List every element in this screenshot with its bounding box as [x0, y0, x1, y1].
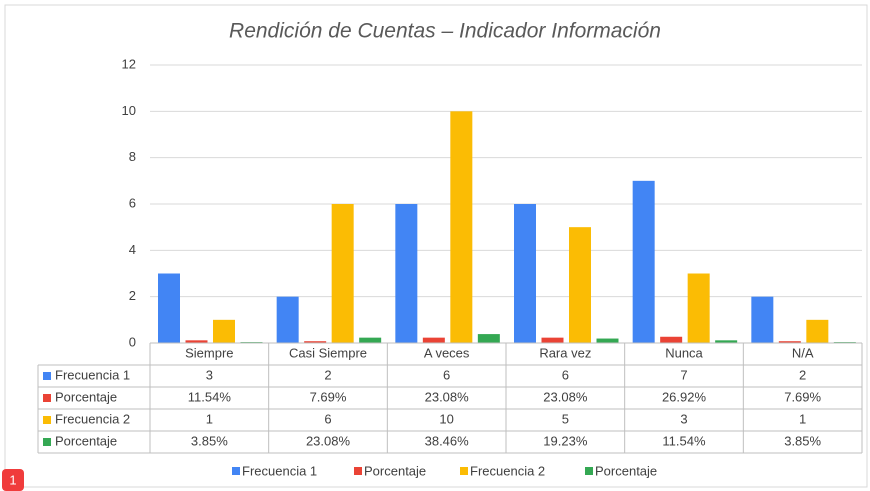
bar: [331, 204, 354, 343]
table-cell: 2: [324, 367, 331, 382]
table-cell: 19.23%: [543, 433, 588, 448]
bar: [715, 340, 738, 343]
table-cell: 3: [680, 411, 687, 426]
table-cell: 7.69%: [310, 389, 347, 404]
table-cell: 5: [562, 411, 569, 426]
legend-label: Frecuencia 2: [470, 463, 545, 478]
legend-key: [585, 467, 593, 475]
bar: [569, 227, 591, 343]
table-cell: 23.08%: [425, 389, 470, 404]
y-tick-label: 4: [129, 242, 136, 257]
bar: [185, 340, 208, 343]
table-series-name: Porcentaje: [55, 433, 117, 448]
chart-title: Rendición de Cuentas – Indicador Informa…: [229, 20, 661, 43]
legend-key: [232, 467, 240, 475]
badge-bg: [2, 469, 24, 491]
bar: [359, 337, 382, 343]
bar: [687, 273, 710, 343]
y-tick-label: 10: [122, 103, 136, 118]
x-tick-label: A veces: [424, 345, 470, 360]
y-tick-label: 2: [129, 288, 136, 303]
x-tick-label: Nunca: [665, 345, 703, 360]
bar: [541, 337, 564, 343]
y-tick-label: 8: [129, 149, 136, 164]
x-tick-label: Casi Siempre: [289, 345, 367, 360]
table-key: [43, 372, 51, 380]
x-tick-label: Rara vez: [539, 345, 591, 360]
table-cell: 11.54%: [188, 389, 232, 404]
table-series-name: Porcentaje: [55, 389, 117, 404]
bar: [450, 111, 473, 343]
table-cell: 6: [562, 367, 569, 382]
y-tick-label: 0: [129, 334, 136, 349]
legend-label: Frecuencia 1: [242, 463, 317, 478]
bar: [213, 319, 235, 343]
chart-frame: [4, 4, 868, 488]
table-cell: 26.92%: [662, 389, 707, 404]
bar: [751, 296, 774, 343]
table-key: [43, 416, 51, 424]
legend-key: [460, 467, 468, 475]
table-key: [43, 394, 51, 402]
table-cell: 11.54%: [662, 433, 706, 448]
table-cell: 1: [799, 411, 806, 426]
bar: [422, 337, 445, 343]
table-cell: 2: [799, 367, 806, 382]
legend-label: Porcentaje: [595, 463, 657, 478]
table-cell: 3.85%: [191, 433, 228, 448]
table-series-name: Frecuencia 2: [55, 411, 130, 426]
table-cell: 3.85%: [784, 433, 821, 448]
table-cell: 38.46%: [425, 433, 470, 448]
bar: [806, 319, 829, 343]
bar: [632, 180, 655, 343]
y-tick-label: 6: [129, 195, 136, 210]
table-cell: 3: [206, 367, 213, 382]
table-cell: 23.08%: [306, 433, 351, 448]
table-series-name: Frecuencia 1: [55, 367, 130, 382]
table-cell: 10: [439, 411, 453, 426]
table-cell: 6: [443, 367, 450, 382]
table-cell: 7: [680, 367, 687, 382]
legend-key: [354, 467, 362, 475]
x-tick-label: Siempre: [185, 345, 233, 360]
table-cell: 7.69%: [784, 389, 821, 404]
y-tick-label: 12: [122, 56, 136, 71]
bar: [778, 341, 801, 343]
table-key: [43, 438, 51, 446]
bar: [477, 334, 500, 343]
table-cell: 23.08%: [543, 389, 588, 404]
bar: [395, 204, 418, 343]
badge: 1: [9, 472, 16, 487]
x-tick-label: N/A: [792, 345, 814, 360]
bar: [304, 341, 327, 343]
bar: [596, 338, 619, 343]
bar: [514, 204, 536, 343]
legend-label: Porcentaje: [364, 463, 426, 478]
bar: [158, 273, 180, 343]
table-cell: 1: [206, 411, 213, 426]
bar: [660, 336, 683, 343]
bar: [276, 296, 299, 343]
table-cell: 6: [324, 411, 331, 426]
